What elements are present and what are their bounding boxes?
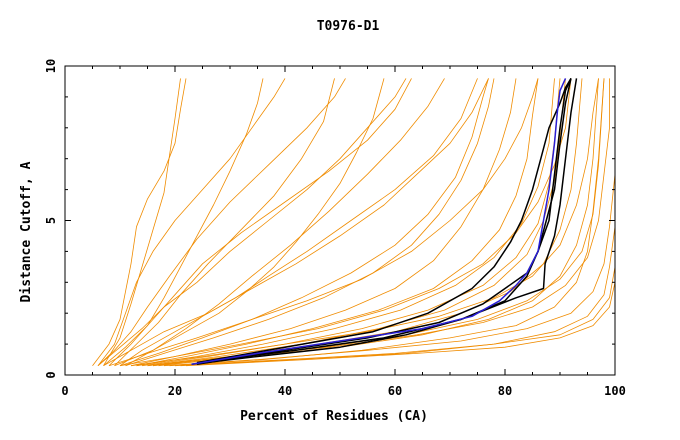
series-line-3 [196, 78, 578, 364]
series-line-6 [97, 78, 286, 366]
series-line-13 [163, 78, 616, 367]
series-line-35 [119, 78, 489, 367]
series-layer [92, 78, 616, 367]
series-line-22 [108, 78, 412, 366]
series-line-4 [196, 78, 572, 364]
series-line-11 [130, 78, 599, 367]
series-line-9 [108, 78, 539, 367]
series-line-31 [136, 78, 555, 367]
series-line-23 [119, 78, 478, 367]
plot-frame [64, 65, 616, 376]
series-line-5 [92, 78, 187, 366]
series-line-17 [125, 78, 495, 367]
series-line-33 [185, 78, 616, 367]
series-line-12 [147, 78, 610, 367]
x-tick-label: 100 [604, 384, 626, 398]
series-line-2 [191, 78, 572, 365]
series-line-25 [130, 78, 517, 367]
series-line-32 [103, 78, 181, 366]
series-line-16 [103, 78, 264, 367]
series-line-7 [97, 78, 407, 367]
x-tick-label: 20 [168, 384, 182, 398]
series-line-24 [97, 78, 346, 366]
chart-title: T0976-D1 [317, 19, 380, 34]
series-line-27 [180, 78, 616, 367]
series-line-30 [125, 78, 445, 367]
x-axis-label: Percent of Residues (CA) [240, 409, 428, 424]
series-line-20 [152, 78, 583, 367]
y-axis-label: Distance Cutoff, A [19, 161, 34, 302]
series-line-21 [158, 78, 599, 367]
series-line-28 [114, 78, 335, 366]
series-line-18 [136, 78, 539, 367]
series-line-34 [152, 78, 605, 367]
x-tick-label: 40 [278, 384, 292, 398]
x-tick-label: 80 [498, 384, 512, 398]
y-tick-label: 0 [44, 371, 58, 378]
series-line-8 [103, 78, 489, 367]
x-tick-label: 60 [388, 384, 402, 398]
y-tick-label: 10 [44, 59, 58, 73]
series-line-0 [191, 78, 567, 365]
y-tick-label: 5 [44, 217, 58, 224]
x-tick-label: 0 [61, 384, 68, 398]
ticks-layer: 0 20 40 60 80 100 0 5 10 [44, 59, 626, 398]
series-line-26 [169, 78, 605, 367]
